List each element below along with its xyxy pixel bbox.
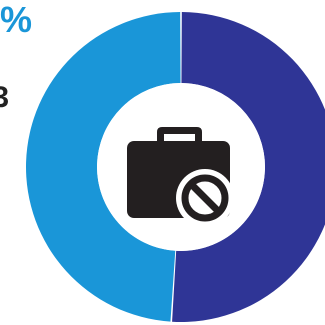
donut-slice-1 (172, 12, 325, 322)
briefcase-with-prohibited-sign-icon (127, 127, 234, 227)
donut-slice-2 (26, 12, 181, 322)
number-label-fragment: 3 (0, 83, 9, 113)
percent-label-fragment: % (0, 0, 33, 40)
donut-slices (26, 12, 325, 322)
